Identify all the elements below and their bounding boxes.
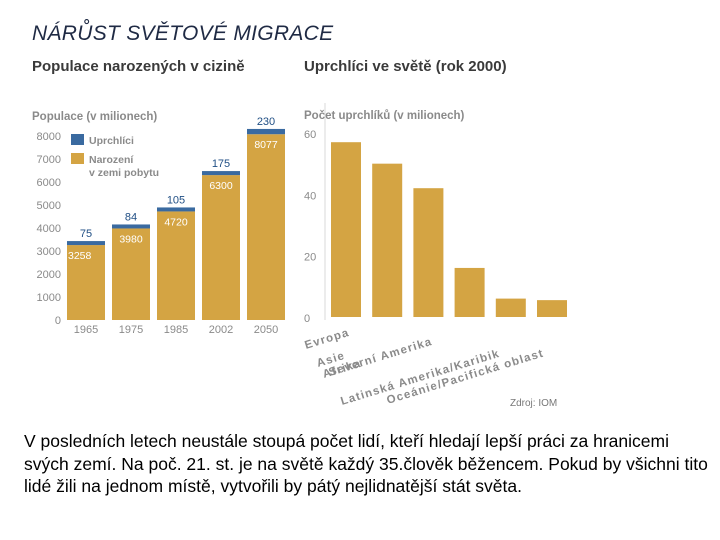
right-y-tick-label: 20 bbox=[304, 252, 316, 264]
left-x-tick-label: 2050 bbox=[254, 324, 278, 336]
left-bar-born-in-country bbox=[67, 245, 105, 320]
right-y-axis-title: Počet uprchlíků (v milionech) bbox=[304, 110, 465, 122]
body-paragraph: V posledních letech neustále stoupá poče… bbox=[24, 431, 708, 496]
left-bar-born-in-country bbox=[157, 211, 195, 320]
right-bar-region bbox=[454, 267, 485, 317]
legend-label-born: v zemi pobytu bbox=[89, 167, 159, 179]
right-y-tick-label: 0 bbox=[304, 313, 310, 325]
left-bar-refugees bbox=[67, 241, 105, 246]
left-born-value-label: 4720 bbox=[164, 216, 188, 228]
source-note: Zdroj: IOM bbox=[510, 398, 558, 409]
left-y-tick-label: 1000 bbox=[37, 292, 61, 304]
legend-label-refugees: Uprchlíci bbox=[89, 135, 134, 147]
left-bar-refugees bbox=[202, 171, 240, 176]
right-bar-region bbox=[331, 142, 361, 317]
left-chart-heading: Populace narozených v cizině bbox=[32, 58, 245, 75]
left-y-tick-label: 0 bbox=[55, 315, 61, 327]
left-refugee-value-label: 105 bbox=[167, 194, 185, 206]
left-born-value-label: 6300 bbox=[209, 180, 233, 192]
left-y-tick-label: 2000 bbox=[37, 269, 61, 281]
left-y-tick-label: 7000 bbox=[37, 154, 61, 166]
left-y-tick-label: 5000 bbox=[37, 200, 61, 212]
right-x-category-label: Evropa bbox=[303, 327, 351, 352]
left-bar-born-in-country bbox=[247, 134, 285, 320]
left-bar-refugees bbox=[112, 224, 150, 229]
left-x-tick-label: 1985 bbox=[164, 324, 188, 336]
right-y-tick-label: 60 bbox=[304, 129, 316, 141]
right-bar-region bbox=[495, 298, 526, 317]
left-y-tick-label: 4000 bbox=[37, 223, 61, 235]
right-chart-heading: Uprchlíci ve světě (rok 2000) bbox=[304, 58, 507, 75]
legend-label-born: Narození bbox=[89, 154, 134, 166]
left-born-value-label: 3980 bbox=[119, 233, 143, 245]
left-y-tick-label: 8000 bbox=[37, 131, 61, 143]
left-bar-refugees bbox=[247, 128, 285, 135]
left-y-tick-label: 6000 bbox=[37, 177, 61, 189]
left-x-tick-label: 2002 bbox=[209, 324, 233, 336]
left-bar-born-in-country bbox=[112, 228, 150, 320]
left-y-axis-title: Populace (v milionech) bbox=[32, 111, 157, 123]
legend-swatch-born bbox=[71, 153, 84, 164]
right-bar-region bbox=[537, 300, 567, 317]
left-y-tick-label: 3000 bbox=[37, 246, 61, 258]
left-bar-born-in-country bbox=[202, 175, 240, 320]
legend-swatch-refugees bbox=[71, 134, 84, 145]
left-bar-refugees bbox=[157, 207, 195, 212]
left-refugee-value-label: 84 bbox=[125, 211, 137, 223]
left-refugee-value-label: 175 bbox=[212, 158, 230, 170]
right-bar-region bbox=[413, 188, 444, 317]
left-x-tick-label: 1975 bbox=[119, 324, 143, 336]
right-bar-region bbox=[372, 163, 403, 317]
left-born-value-label: 8077 bbox=[254, 139, 278, 151]
right-y-tick-label: 40 bbox=[304, 190, 316, 202]
left-x-tick-label: 1965 bbox=[74, 324, 98, 336]
left-refugee-value-label: 230 bbox=[257, 116, 275, 128]
slide-title: NÁRŮST SVĚTOVÉ MIGRACE bbox=[32, 22, 334, 45]
left-refugee-value-label: 75 bbox=[80, 228, 92, 240]
left-born-value-label: 3258 bbox=[68, 250, 92, 262]
